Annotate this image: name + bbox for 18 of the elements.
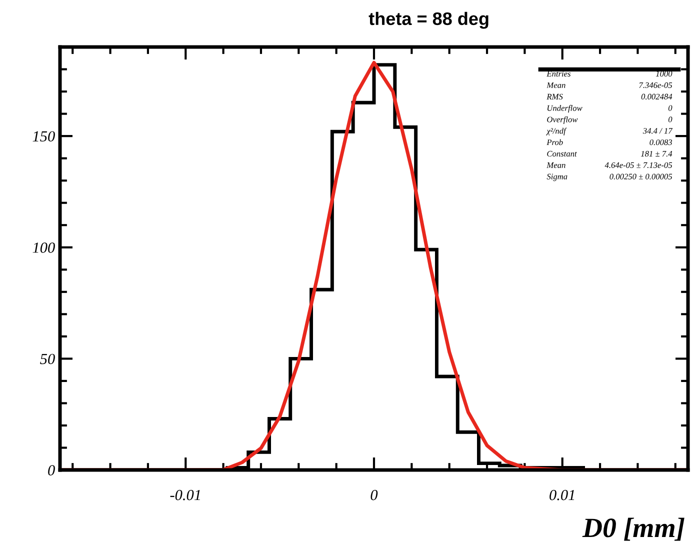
text: Constant 181 ± 7.4	[547, 150, 672, 157]
x-tick-label: -0.01	[170, 490, 200, 500]
text: Overflow 0	[547, 116, 672, 124]
text: Sigma 0.00250 ± 0.00005	[546, 174, 672, 182]
text: Mean 4.64e-05 ± 7.13e-05	[546, 162, 672, 168]
x-tick-label: 0	[370, 490, 378, 500]
y-tick-label: 50	[40, 354, 55, 364]
y-tick-label: 0	[48, 465, 55, 476]
y-tick-label: 150	[32, 131, 55, 142]
text: Prob 0.0083	[546, 139, 672, 146]
x-axis-title: D0 [mm]	[582, 518, 684, 541]
chart-title: theta = 88 deg	[368, 12, 488, 29]
text: Mean 7.346e-05	[546, 82, 672, 88]
y-tick-label: 100	[32, 242, 55, 253]
text: Underflow 0	[547, 104, 672, 113]
text: RMS 0.002484	[546, 94, 672, 100]
x-tick-label: 0.01	[550, 490, 574, 500]
text: χ²/ndf 34.4 / 17	[546, 128, 673, 136]
